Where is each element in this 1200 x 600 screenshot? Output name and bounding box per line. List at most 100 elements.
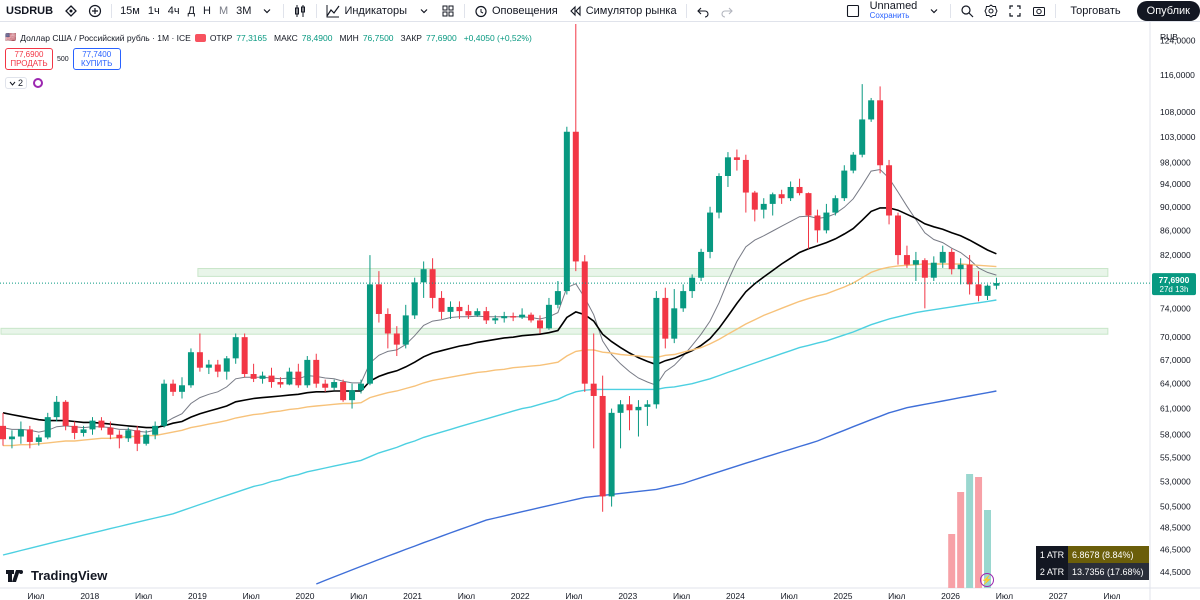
close-value: 77,6900 — [425, 32, 457, 43]
candle-body — [474, 311, 481, 316]
candle — [304, 356, 311, 388]
candle — [912, 251, 919, 282]
change-value: +0,4050 (+0,52%) — [463, 32, 532, 43]
ema-cyan-line — [2, 299, 997, 556]
buy-label: КУПИТЬ — [80, 59, 113, 68]
candle-body — [510, 316, 517, 318]
candle — [322, 379, 329, 392]
low-label: МИН — [339, 32, 359, 43]
candle — [438, 291, 445, 319]
candle-body — [823, 212, 830, 231]
candle-body — [537, 320, 543, 329]
candle-body — [384, 313, 391, 334]
candle — [384, 308, 391, 349]
candles-icon[interactable] — [288, 0, 312, 22]
y-tick-label: 94,0000 — [1160, 179, 1191, 189]
candle-body — [948, 251, 955, 270]
collapse-indicators-button[interactable]: 2 — [5, 77, 28, 89]
x-tick-label: 2026 — [941, 591, 960, 600]
indicators-button[interactable]: Индикаторы — [321, 0, 412, 22]
timeframe-3m[interactable]: 3М — [236, 4, 252, 17]
candle-body — [912, 260, 919, 265]
candle — [232, 333, 239, 364]
candle — [626, 395, 633, 431]
candle-body — [778, 194, 785, 199]
chevron-down-icon[interactable] — [922, 0, 946, 22]
candle-body — [850, 154, 857, 171]
buy-button[interactable]: 77,7400 КУПИТЬ — [72, 48, 121, 70]
timeframe-month[interactable]: М — [219, 4, 229, 17]
chevron-down-icon[interactable] — [255, 0, 279, 22]
undo-icon[interactable] — [691, 0, 715, 22]
y-tick-label: 86,0000 — [1160, 225, 1191, 235]
replay-button[interactable]: Симулятор рынка — [563, 0, 682, 22]
candle-body — [402, 315, 409, 345]
layouts-grid-icon[interactable] — [436, 0, 460, 22]
atr-label: 1 ATR — [1036, 546, 1068, 563]
fullscreen-icon[interactable] — [1003, 0, 1027, 22]
alerts-label: Оповещения — [491, 4, 558, 17]
candle — [948, 248, 955, 275]
candle-body — [590, 383, 597, 396]
alarm-clock-icon — [475, 5, 487, 17]
candle-body — [554, 291, 561, 305]
candle — [850, 152, 857, 174]
trade-button[interactable]: Торговать — [1070, 4, 1121, 17]
candle-body — [868, 100, 875, 120]
camera-icon[interactable] — [1027, 0, 1051, 22]
x-tick-label: Июл — [996, 591, 1013, 600]
candle — [868, 97, 875, 122]
candle — [447, 301, 454, 319]
publish-button[interactable]: Опублик — [1136, 0, 1200, 21]
alerts-button[interactable]: Оповещения — [469, 0, 563, 22]
symbol-search[interactable]: USDRUB — [6, 4, 54, 17]
close-label: ЗАКР — [400, 32, 422, 43]
candle — [98, 417, 105, 431]
x-tick-label: Июл — [781, 591, 798, 600]
redo-icon[interactable] — [715, 0, 739, 22]
candle — [590, 333, 597, 449]
candle — [519, 308, 526, 319]
candle-body — [796, 186, 803, 194]
settings-gear-icon[interactable] — [979, 0, 1003, 22]
candle-body — [930, 262, 937, 278]
layout-name-button[interactable]: Unnamed Сохранить — [865, 0, 923, 22]
volume-bar — [975, 477, 983, 588]
candle-body — [563, 131, 570, 292]
candle-body — [528, 314, 535, 321]
layout-checkbox-icon[interactable] — [841, 0, 865, 22]
candle-body — [716, 175, 722, 213]
indicator-controls: 2 — [5, 77, 44, 89]
chevron-down-icon[interactable] — [412, 0, 436, 22]
candle — [152, 421, 159, 440]
sell-button[interactable]: 77,6900 ПРОДАТЬ — [5, 48, 53, 70]
candle — [340, 379, 347, 402]
candle-body — [152, 425, 159, 435]
timeframe-day[interactable]: Д — [187, 4, 196, 17]
symbol-compare-icon[interactable] — [59, 0, 83, 22]
timeframe-15m[interactable]: 15м — [120, 4, 140, 17]
candle — [653, 291, 660, 409]
y-tick-label: 124,0000 — [1160, 35, 1196, 45]
y-tick-label: 55,5000 — [1160, 453, 1191, 463]
lightning-icon[interactable]: ⚡ — [980, 573, 994, 587]
x-tick-label: 2024 — [726, 591, 745, 600]
timeframe-4h[interactable]: 4ч — [167, 4, 180, 17]
candle — [187, 348, 194, 388]
candle — [635, 400, 642, 437]
candle — [510, 312, 517, 322]
candle-body — [170, 383, 177, 392]
quick-search-icon[interactable] — [955, 0, 979, 22]
candle-body — [903, 255, 910, 265]
candle-body — [832, 198, 839, 213]
tradingview-logo[interactable]: TradingView — [6, 568, 107, 583]
timeframe-1h[interactable]: 1ч — [147, 4, 160, 17]
add-symbol-icon[interactable] — [83, 0, 107, 22]
candle-body — [17, 429, 24, 437]
x-tick-label: 2018 — [80, 591, 99, 600]
toolbar-divider — [1055, 3, 1057, 18]
candle — [832, 195, 839, 216]
candle-body — [366, 284, 373, 384]
timeframe-week[interactable]: Н — [203, 4, 211, 17]
